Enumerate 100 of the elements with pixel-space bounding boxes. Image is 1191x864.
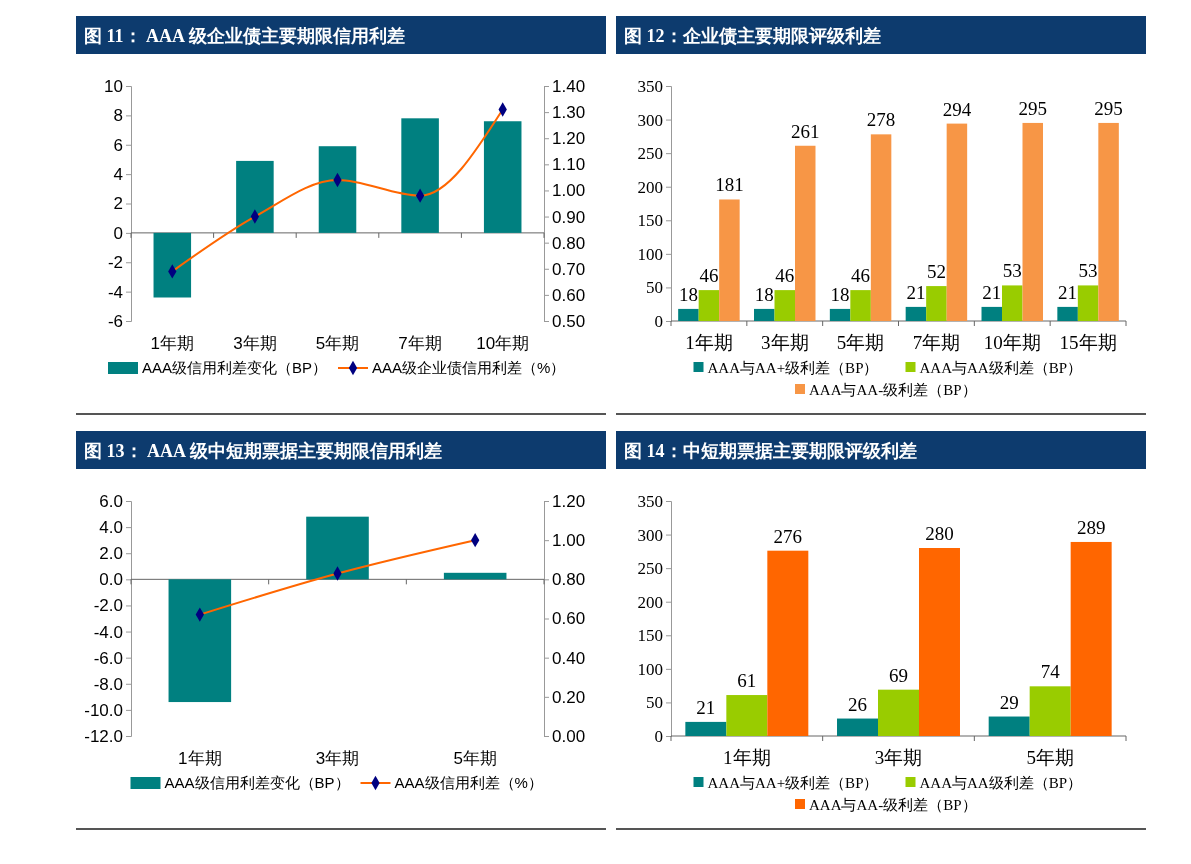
legend-label: AAA级信用利差（%） [394, 774, 543, 791]
bar [168, 579, 232, 703]
y2-tick-label: 0.80 [552, 570, 586, 590]
bar [401, 118, 439, 233]
y-tick-label: 300 [637, 525, 663, 545]
chart-title: 图 14：中短期票据主要期限评级利差 [624, 441, 917, 461]
y-tick-label: 50 [646, 693, 663, 713]
bar [754, 308, 775, 321]
y2-tick-label: 1.40 [552, 76, 586, 96]
bar [905, 306, 927, 321]
y-tick-label: 350 [637, 76, 663, 96]
y-tick-label: 6 [113, 135, 123, 155]
y2-tick-label: 1.30 [552, 103, 586, 123]
x-tick-label: 1年期 [685, 332, 733, 353]
y2-tick-label: 1.20 [552, 491, 586, 511]
data-label: 46 [775, 265, 795, 287]
bar [1022, 122, 1043, 321]
y2-tick-label: 0.50 [552, 311, 586, 331]
y-tick-label: -2 [107, 253, 123, 273]
data-label: 46 [699, 265, 719, 287]
data-label: 69 [889, 664, 908, 686]
data-label: 18 [678, 283, 698, 305]
bar [678, 308, 699, 321]
data-label: 181 [715, 174, 744, 196]
y-tick-label: -4 [107, 282, 123, 302]
x-tick-label: 5年期 [836, 332, 885, 353]
data-label: 261 [791, 120, 820, 142]
x-tick-label: 3年期 [233, 334, 277, 353]
bar [726, 695, 768, 736]
y2-tick-label: 0.90 [552, 207, 586, 227]
y-tick-label: 200 [637, 177, 663, 197]
data-label: 295 [1094, 97, 1123, 119]
bar [837, 718, 879, 736]
bar [988, 716, 1030, 736]
y2-tick-label: 0.60 [552, 285, 586, 305]
y-tick-label: 100 [637, 659, 663, 679]
y-tick-label: 10 [104, 76, 123, 96]
y-tick-label: -8.0 [93, 674, 123, 694]
y2-tick-label: 0.00 [552, 726, 586, 746]
bar [1002, 285, 1023, 321]
y-tick-label: -12.0 [84, 726, 123, 746]
y-tick-label: 4 [113, 165, 123, 185]
x-tick-label: 10年期 [983, 332, 1041, 353]
y-tick-label: 6.0 [99, 491, 123, 511]
data-label: 21 [1058, 281, 1078, 303]
bar [767, 550, 809, 736]
y2-tick-label: 0.40 [552, 648, 586, 668]
y2-tick-label: 0.80 [552, 233, 586, 253]
x-tick-label: 5年期 [453, 749, 497, 768]
bar [698, 290, 720, 321]
data-label: 21 [906, 281, 926, 303]
data-label: 18 [754, 283, 774, 305]
data-label: 18 [830, 283, 850, 305]
x-tick-label: 3年期 [315, 749, 360, 768]
data-label: 26 [848, 693, 868, 715]
bar [306, 516, 369, 580]
y2-tick-label: 0.20 [552, 687, 586, 707]
y-tick-label: 0 [113, 223, 123, 243]
legend-label: AAA级企业债信用利差（%） [372, 359, 566, 376]
data-label: 295 [1018, 97, 1047, 119]
x-tick-label: 10年期 [476, 334, 530, 353]
bar [236, 160, 274, 233]
y-tick-label: 250 [637, 144, 663, 164]
data-label: 21 [982, 281, 1002, 303]
y-tick-label: 150 [637, 211, 663, 231]
bar [1098, 122, 1119, 321]
y2-tick-label: 0.60 [552, 609, 586, 629]
y-tick-label: -4.0 [93, 622, 123, 642]
x-tick-label: 7年期 [398, 334, 442, 353]
y2-tick-label: 1.00 [552, 181, 586, 201]
bar [981, 306, 1002, 321]
x-tick-label: 3年期 [874, 747, 923, 768]
bar [685, 721, 727, 736]
y-tick-label: -2.0 [93, 596, 123, 616]
bar [870, 134, 892, 321]
data-label: 52 [926, 261, 946, 283]
bar [829, 308, 851, 321]
y-tick-label: -10.0 [84, 700, 123, 720]
bar [1029, 686, 1071, 736]
bar [795, 145, 816, 321]
bar [1070, 541, 1112, 736]
bar [946, 123, 968, 321]
y-tick-label: 0.0 [99, 570, 123, 590]
bar [483, 121, 522, 233]
bar [878, 689, 919, 736]
y-tick-label: 0 [654, 311, 663, 331]
y-tick-label: 150 [637, 626, 663, 646]
y-tick-label: -6.0 [93, 648, 123, 668]
chart-title: 图 13： AAA 级中短期票据主要期限信用利差 [84, 441, 442, 461]
y-tick-label: 2 [113, 194, 123, 214]
chart-title: 图 12：企业债主要期限评级利差 [624, 26, 881, 46]
x-tick-label: 5年期 [1026, 747, 1074, 768]
data-label: 46 [851, 265, 871, 287]
x-tick-label: 1年期 [723, 747, 771, 768]
bar [774, 290, 795, 321]
data-label: 53 [1002, 260, 1022, 282]
x-tick-label: 7年期 [912, 332, 961, 353]
data-label: 61 [737, 670, 757, 692]
y-tick-label: 4.0 [99, 518, 123, 538]
legend-label: AAA与AA级利差（BP） [919, 360, 1083, 376]
